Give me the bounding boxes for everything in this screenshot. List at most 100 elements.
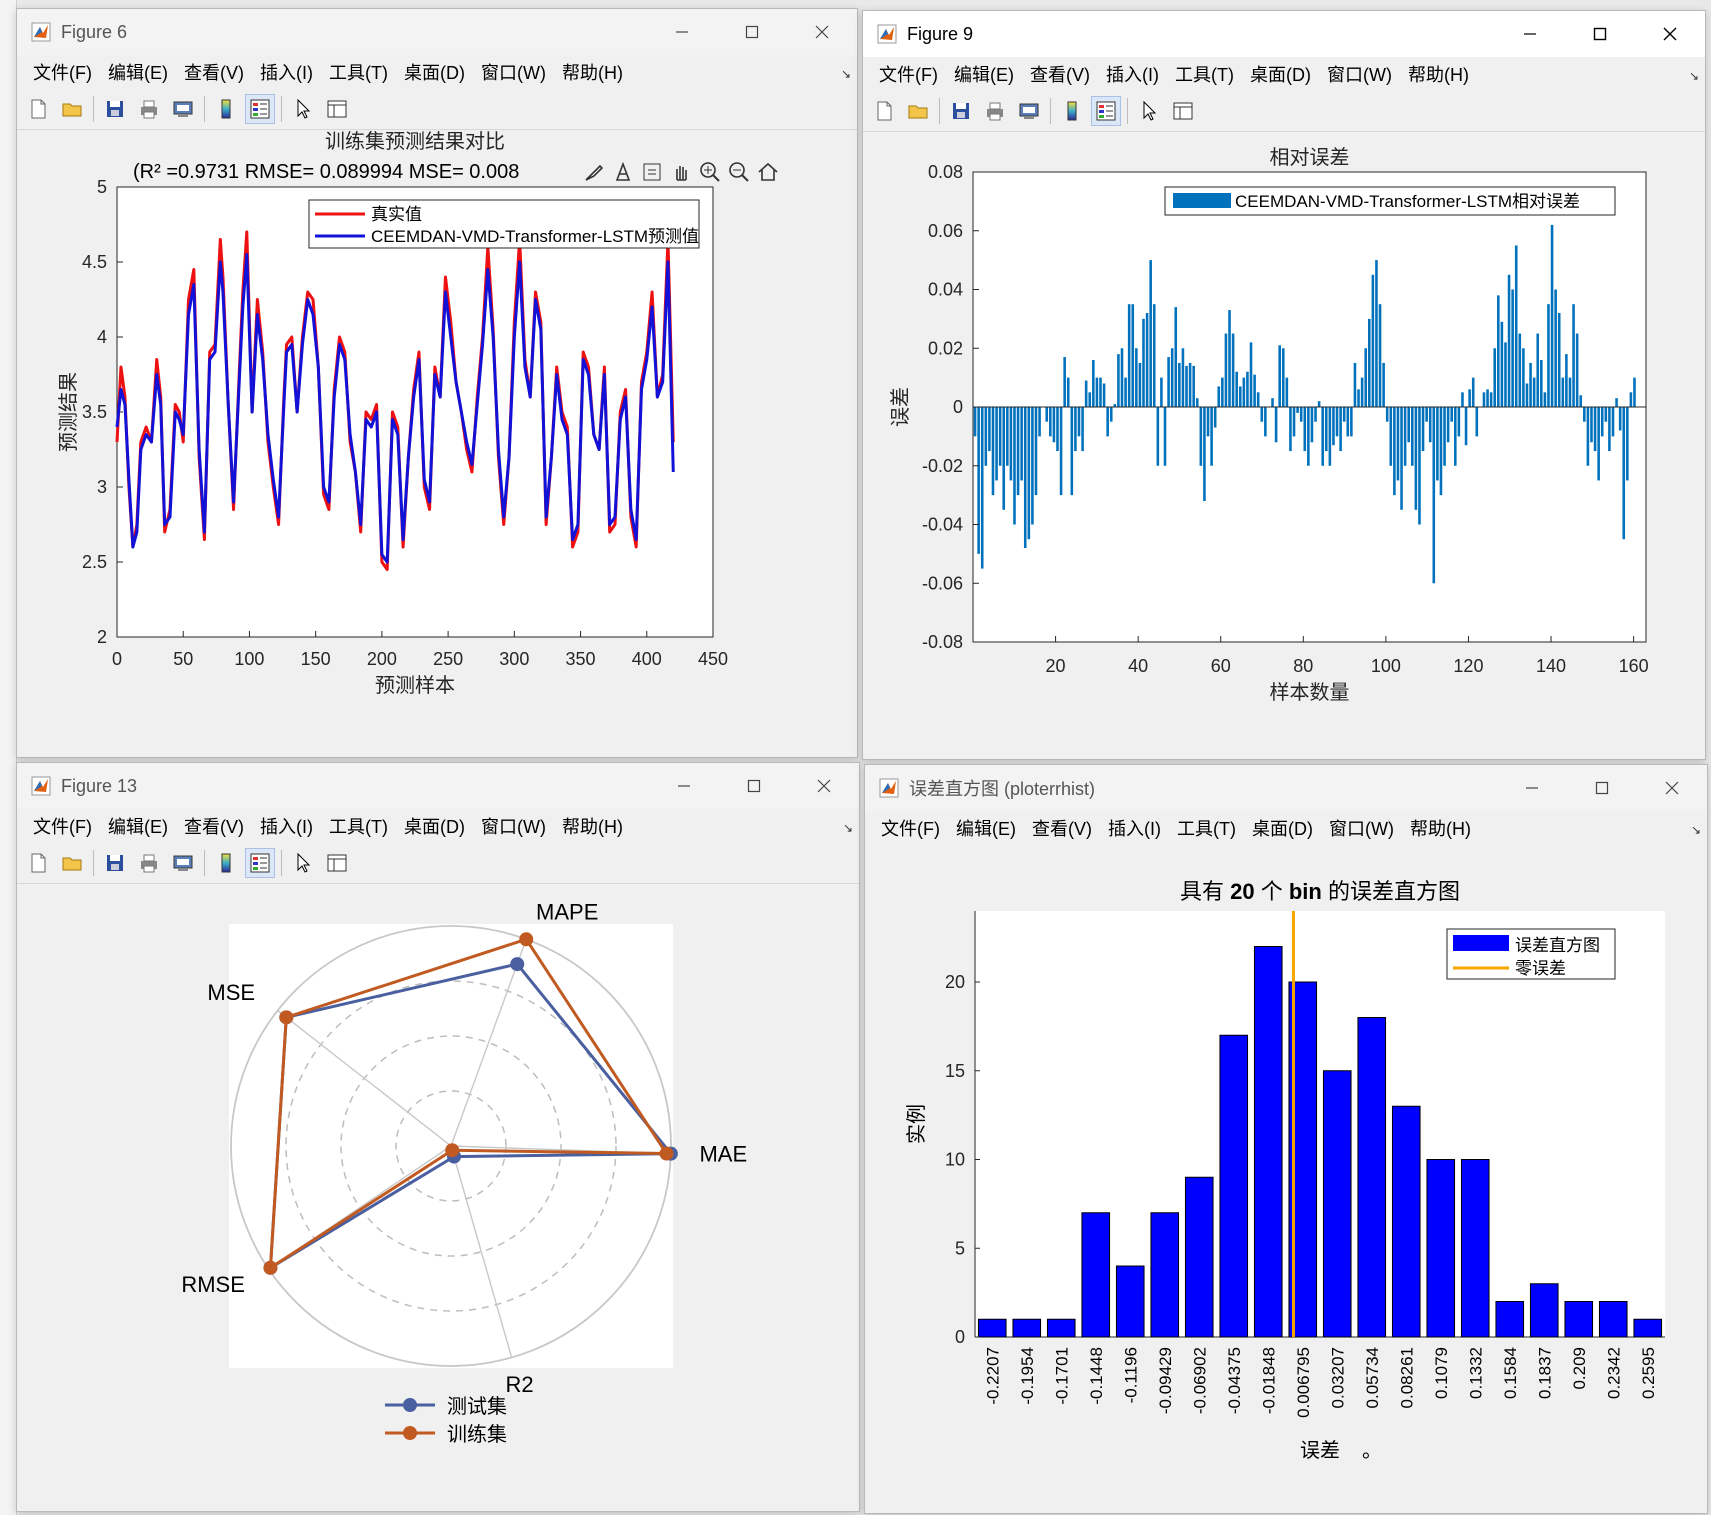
maximize-button[interactable] [719, 763, 789, 809]
menu-help[interactable]: 帮助(H) [1409, 819, 1471, 839]
brush-icon[interactable] [582, 160, 606, 184]
menu-insert[interactable]: 插入(I) [259, 817, 313, 837]
menu-help[interactable]: 帮助(H) [561, 817, 623, 837]
menu-tools[interactable]: 工具(T) [328, 817, 388, 837]
title-bar[interactable]: 误差直方图 (ploterrhist) [865, 765, 1707, 811]
open-folder-button[interactable] [57, 848, 87, 878]
menu-edit[interactable]: 编辑(E) [953, 65, 1014, 85]
print-preview-button[interactable] [1014, 96, 1044, 126]
pointer-button[interactable] [288, 848, 318, 878]
pointer-button[interactable] [1134, 96, 1164, 126]
error-histogram-window[interactable]: 误差直方图 (ploterrhist) 文件(F) 编辑(E) 查看(V) 插入… [864, 764, 1708, 1514]
menu-window[interactable]: 窗口(W) [1326, 65, 1392, 85]
save-button[interactable] [100, 94, 130, 124]
print-preview-button[interactable] [168, 94, 198, 124]
property-inspector-button[interactable] [1168, 96, 1198, 126]
menu-overflow-icon[interactable]: ↘ [842, 821, 853, 835]
close-button[interactable] [1635, 11, 1705, 57]
save-button[interactable] [100, 848, 130, 878]
menu-window[interactable]: 窗口(W) [480, 63, 546, 83]
error-bar [1328, 407, 1332, 466]
menu-edit[interactable]: 编辑(E) [955, 819, 1016, 839]
minimize-button[interactable] [649, 763, 719, 809]
menu-edit[interactable]: 编辑(E) [107, 63, 168, 83]
menu-window[interactable]: 窗口(W) [480, 817, 546, 837]
print-preview-button[interactable] [168, 848, 198, 878]
plot-area[interactable]: 相对误差 20 40 60 80 100 120 140 160 -0.08 -0.06 -0.04 -… [863, 132, 1705, 759]
line-chart[interactable]: 训练集预测结果对比 (R² =0.9731 RMSE= 0.089994 MSE=… [17, 130, 857, 757]
menu-view[interactable]: 查看(V) [183, 817, 244, 837]
plot-area[interactable]: MAE MAPE MSE RMSE R2 测试集 训练集 [17, 884, 859, 1511]
close-button[interactable] [1637, 765, 1707, 811]
close-button[interactable] [789, 763, 859, 809]
zoom-out-icon[interactable] [727, 160, 751, 184]
menu-file[interactable]: 文件(F) [33, 63, 92, 83]
title-bar[interactable]: Figure 13 [17, 763, 859, 809]
menu-tools[interactable]: 工具(T) [1174, 65, 1234, 85]
new-file-button[interactable] [869, 96, 899, 126]
bar-chart[interactable]: 相对误差 20 40 60 80 100 120 140 160 -0.08 -0.06 -0.04 -… [863, 132, 1705, 759]
new-file-button[interactable] [23, 848, 53, 878]
menu-file[interactable]: 文件(F) [881, 819, 940, 839]
menu-overflow-icon[interactable]: ↘ [840, 67, 851, 81]
menu-insert[interactable]: 插入(I) [1107, 819, 1161, 839]
menu-view[interactable]: 查看(V) [183, 63, 244, 83]
title-bar[interactable]: Figure 6 [17, 9, 857, 55]
legend-button[interactable] [245, 848, 275, 878]
colorbar-button[interactable] [211, 848, 241, 878]
menu-desktop[interactable]: 桌面(D) [1251, 819, 1313, 839]
menu-file[interactable]: 文件(F) [879, 65, 938, 85]
pointer-button[interactable] [288, 94, 318, 124]
error-bar [1074, 407, 1077, 452]
menu-desktop[interactable]: 桌面(D) [403, 817, 465, 837]
data-tips-icon[interactable] [611, 160, 635, 184]
open-folder-button[interactable] [903, 96, 933, 126]
print-button[interactable] [134, 94, 164, 124]
save-button[interactable] [946, 96, 976, 126]
close-button[interactable] [787, 9, 857, 55]
menu-window[interactable]: 窗口(W) [1328, 819, 1394, 839]
maximize-button[interactable] [1565, 11, 1635, 57]
print-button[interactable] [980, 96, 1010, 126]
menu-tools[interactable]: 工具(T) [328, 63, 388, 83]
menu-view[interactable]: 查看(V) [1031, 819, 1092, 839]
menu-file[interactable]: 文件(F) [33, 817, 92, 837]
colorbar-button[interactable] [211, 94, 241, 124]
figure-13-window[interactable]: Figure 13 文件(F) 编辑(E) 查看(V) 插入(I) 工具(T) … [16, 762, 860, 1512]
maximize-button[interactable] [717, 9, 787, 55]
menu-help[interactable]: 帮助(H) [561, 63, 623, 83]
print-button[interactable] [134, 848, 164, 878]
zoom-in-icon[interactable] [698, 160, 722, 184]
menu-desktop[interactable]: 桌面(D) [1249, 65, 1311, 85]
legend-button[interactable] [245, 94, 275, 124]
maximize-button[interactable] [1567, 765, 1637, 811]
menu-insert[interactable]: 插入(I) [259, 63, 313, 83]
histogram-chart[interactable]: 具有 20 个 bin 的误差直方图-0.2207 -0.1954 -0.1701-… [865, 847, 1707, 1513]
property-inspector-button[interactable] [322, 848, 352, 878]
menu-overflow-icon[interactable]: ↘ [1690, 823, 1701, 837]
menu-insert[interactable]: 插入(I) [1105, 65, 1159, 85]
new-file-button[interactable] [23, 94, 53, 124]
open-folder-button[interactable] [57, 94, 87, 124]
property-inspector-button[interactable] [322, 94, 352, 124]
title-bar[interactable]: Figure 9 [863, 11, 1705, 57]
home-icon[interactable] [756, 160, 780, 184]
menu-desktop[interactable]: 桌面(D) [403, 63, 465, 83]
menu-help[interactable]: 帮助(H) [1407, 65, 1469, 85]
figure-6-window[interactable]: Figure 6 文件(F) 编辑(E) 查看(V) 插入(I) 工具(T) 桌… [16, 8, 858, 758]
colorbar-button[interactable] [1057, 96, 1087, 126]
minimize-button[interactable] [1495, 11, 1565, 57]
plot-area[interactable]: 训练集预测结果对比 (R² =0.9731 RMSE= 0.089994 MSE=… [17, 130, 857, 757]
plot-area[interactable]: 具有 20 个 bin 的误差直方图 -0.2207 -0.1954 -0.1701-… [865, 847, 1707, 1513]
menu-overflow-icon[interactable]: ↘ [1688, 69, 1699, 83]
figure-9-window[interactable]: Figure 9 文件(F) 编辑(E) 查看(V) 插入(I) 工具(T) 桌… [862, 10, 1706, 760]
pan-icon[interactable] [669, 160, 693, 184]
menu-view[interactable]: 查看(V) [1029, 65, 1090, 85]
menu-tools[interactable]: 工具(T) [1176, 819, 1236, 839]
minimize-button[interactable] [1497, 765, 1567, 811]
minimize-button[interactable] [647, 9, 717, 55]
restore-view-icon[interactable] [640, 160, 664, 184]
menu-edit[interactable]: 编辑(E) [107, 817, 168, 837]
legend-button[interactable] [1091, 96, 1121, 126]
